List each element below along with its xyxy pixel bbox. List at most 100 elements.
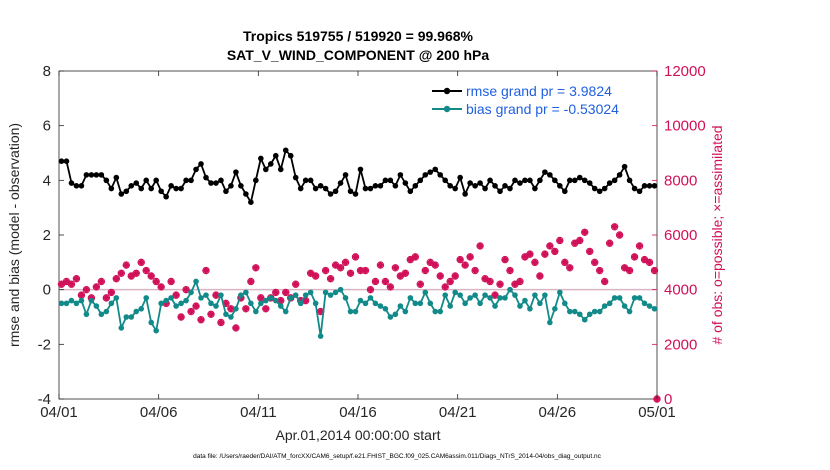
obs-assimilated-marker — [192, 302, 200, 310]
bias-point — [566, 308, 573, 315]
obs-assimilated-marker — [546, 242, 554, 250]
y-right-tick-label: 8000 — [664, 172, 697, 189]
obs-assimilated-marker — [351, 253, 360, 261]
obs-assimilated-marker — [202, 266, 210, 275]
rmse-point — [332, 188, 339, 195]
legend-rmse-label: rmse grand pr = 3.9824 — [466, 83, 612, 99]
obs-assimilated-marker — [461, 261, 469, 269]
rmse-point — [497, 188, 503, 195]
obs-possible-marker — [600, 277, 609, 286]
rmse-point — [138, 185, 145, 192]
y-left-tick-label: 4 — [43, 172, 51, 189]
obs-assimilated-marker — [92, 283, 100, 291]
rmse-point — [297, 185, 304, 192]
obs-possible-marker — [491, 291, 499, 299]
bias-series-line — [61, 280, 655, 338]
obs-assimilated-marker — [277, 297, 285, 305]
bias-point — [462, 300, 468, 307]
bias-point — [437, 308, 444, 315]
bias-point — [477, 300, 483, 307]
bias-point — [218, 292, 224, 298]
obs-assimilated-marker — [625, 266, 634, 275]
obs-possible-marker — [287, 294, 295, 302]
rmse-point — [576, 174, 583, 181]
obs-possible-marker — [97, 277, 106, 286]
x-tick-label: 04/16 — [339, 404, 377, 421]
obs-possible-marker — [102, 294, 111, 302]
obs-assimilated-marker — [371, 277, 380, 286]
bias-series-layer — [58, 278, 658, 339]
obs-possible-marker — [501, 255, 509, 264]
obs-assimilated-marker — [97, 277, 105, 286]
obs-assimilated-marker — [616, 231, 624, 239]
observation-count-layer — [57, 223, 661, 403]
rmse-point — [58, 158, 65, 164]
bias-point — [73, 300, 80, 307]
obs-assimilated-marker — [72, 275, 81, 283]
bias-point — [552, 306, 558, 312]
bias-point — [537, 300, 543, 307]
bias-point — [243, 289, 249, 296]
rmse-point — [178, 185, 184, 192]
obs-possible-marker — [506, 266, 514, 275]
rmse-point — [492, 183, 498, 189]
bias-point — [63, 300, 70, 307]
bias-point — [332, 289, 339, 296]
chart-title-line1: Tropics 519755 / 519920 = 99.968% — [243, 28, 474, 44]
obs-possible-marker — [72, 275, 81, 283]
rmse-point — [651, 183, 658, 189]
bias-point — [282, 308, 289, 315]
rmse-point — [606, 180, 613, 186]
obs-assimilated-marker — [172, 291, 180, 299]
obs-possible-marker — [192, 302, 200, 310]
obs-assimilated-marker — [142, 266, 150, 275]
bias-point — [377, 303, 384, 309]
obs-possible-marker — [476, 242, 484, 250]
bias-point — [372, 300, 379, 307]
obs-possible-marker — [576, 236, 584, 245]
rmse-point — [223, 188, 229, 195]
obs-assimilated-marker — [650, 266, 659, 275]
rmse-point — [78, 183, 85, 189]
obs-possible-marker — [650, 266, 659, 275]
bias-point — [178, 300, 184, 307]
obs-assimilated-marker — [82, 286, 91, 294]
obs-assimilated-marker — [341, 258, 350, 266]
obs-assimilated-marker — [531, 258, 539, 266]
bias-point — [382, 306, 389, 312]
rmse-point — [477, 180, 483, 186]
rmse-point — [292, 174, 299, 181]
obs-possible-marker — [630, 253, 639, 261]
bias-point — [427, 300, 434, 307]
bias-point — [138, 306, 145, 312]
rmse-point — [133, 180, 140, 186]
y-right-tick-label: 2000 — [664, 336, 697, 353]
rmse-point — [571, 177, 578, 184]
obs-assimilated-marker — [67, 280, 76, 288]
obs-assimilated-marker — [426, 258, 434, 266]
obs-assimilated-marker — [541, 250, 549, 258]
obs-assimilated-marker — [107, 288, 115, 296]
bias-point — [267, 295, 274, 301]
obs-assimilated-marker — [456, 256, 464, 264]
obs-possible-marker — [137, 258, 145, 267]
bias-point — [108, 300, 115, 307]
obs-assimilated-marker — [466, 253, 474, 261]
bias-point — [357, 297, 364, 304]
obs-assimilated-marker — [635, 242, 644, 250]
obs-possible-marker — [381, 277, 390, 286]
rmse-point — [512, 177, 518, 184]
rmse-point — [193, 166, 199, 173]
rmse-point — [203, 174, 209, 181]
obs-possible-marker — [232, 324, 240, 332]
obs-possible-marker — [595, 266, 604, 275]
bias-point — [258, 300, 264, 307]
obs-assimilated-marker — [551, 247, 559, 255]
bias-point — [452, 289, 458, 296]
obs-possible-marker — [326, 275, 335, 283]
obs-possible-marker — [356, 266, 365, 275]
rmse-point — [143, 177, 150, 184]
obs-possible-marker — [361, 266, 370, 275]
rmse-point — [88, 172, 95, 178]
bias-point — [292, 292, 299, 298]
